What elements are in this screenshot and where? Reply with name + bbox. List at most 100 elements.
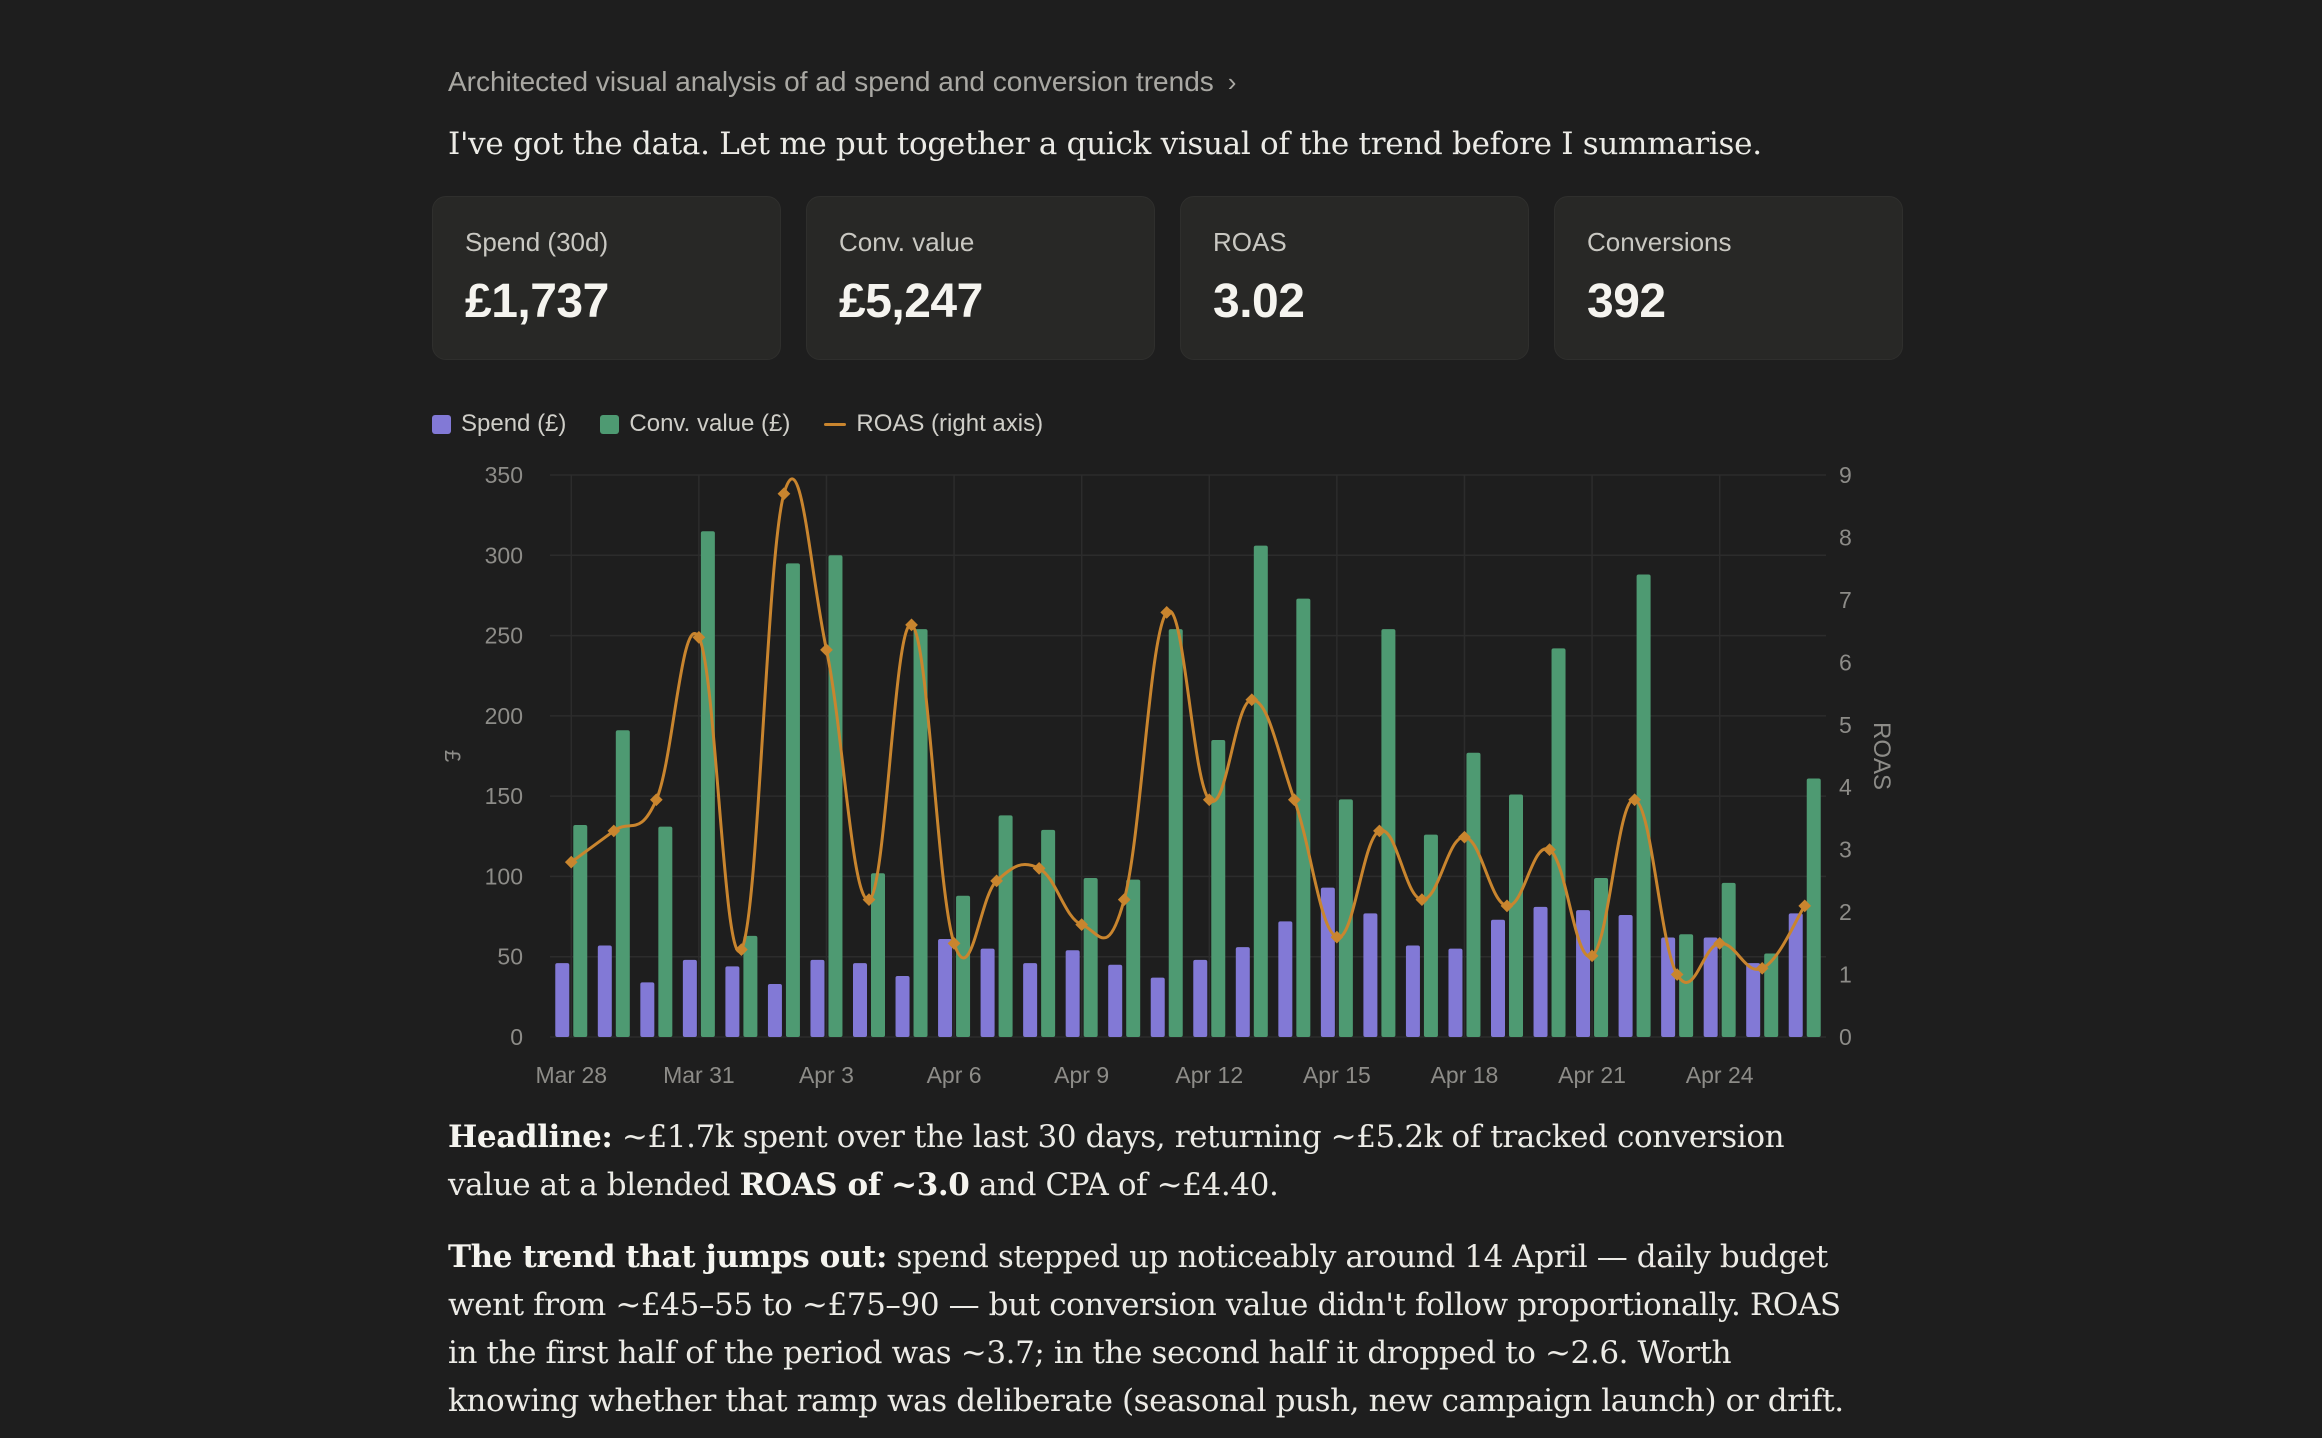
kpi-card-conversions: Conversions 392 (1554, 196, 1903, 360)
bar-spend (1491, 919, 1505, 1037)
bar-conv-value (1721, 882, 1736, 1037)
bar-spend (640, 982, 655, 1037)
bar-spend (1278, 921, 1293, 1037)
kpi-value: 392 (1587, 275, 1666, 328)
chevron-right-icon: › (1227, 66, 1237, 97)
x-tick-label: Apr 12 (1175, 1062, 1243, 1088)
roas-point (1160, 606, 1174, 619)
roas-point (777, 487, 791, 501)
x-tick-label: Apr 21 (1558, 1062, 1626, 1088)
bar-conv-value (1466, 752, 1481, 1037)
y-tick-label: 200 (485, 703, 523, 729)
bar-conv-value (1253, 545, 1268, 1037)
trend-paragraph: The trend that jumps out: spend stepped … (448, 1233, 1848, 1425)
headline-text-2: and CPA of ~£4.40. (969, 1167, 1279, 1203)
trend-text: spend stepped up noticeably around 14 Ap… (448, 1239, 1844, 1419)
y2-tick-label: 5 (1839, 712, 1852, 738)
bar-spend (1576, 910, 1591, 1037)
y-tick-label: 100 (485, 863, 523, 889)
breadcrumb[interactable]: Architected visual analysis of ad spend … (448, 66, 1236, 98)
bar-conv-value (1636, 574, 1651, 1037)
x-tick-label: Apr 15 (1303, 1062, 1371, 1088)
bar-spend (1618, 914, 1633, 1037)
intro-text: I've got the data. Let me put together a… (448, 126, 1762, 162)
bar-spend (597, 945, 612, 1037)
bar-conv-value (1126, 879, 1141, 1037)
kpi-value: £1,737 (465, 275, 609, 328)
kpi-label: Conversions (1587, 227, 1732, 257)
bar-spend (1363, 913, 1378, 1037)
legend-swatch-spend (432, 414, 451, 434)
y2-tick-label: 6 (1839, 649, 1852, 675)
headline-bold-roas: ROAS of ~3.0 (739, 1167, 970, 1203)
headline-text-1: ~£1.7k spent over the last 30 days, retu… (448, 1119, 1785, 1203)
bar-conv-value (785, 563, 800, 1037)
bar-conv-value (1211, 739, 1226, 1037)
y2-tick-label: 1 (1839, 962, 1852, 988)
bar-spend (1405, 945, 1420, 1037)
bar-conv-value (1679, 934, 1694, 1037)
combo-chart: 0 50 100 150 200 250 300 350 0 1 2 3 4 5 6 7 8 9 Mar 28 Mar… (440, 462, 1895, 1088)
legend-label-spend: Spend (£) (461, 410, 567, 437)
bar-conv-value (1806, 778, 1821, 1037)
kpi-card-conv-value: Conv. value £5,247 (806, 196, 1155, 360)
bar-spend (895, 975, 910, 1037)
x-tick-label: Mar 31 (663, 1062, 735, 1088)
bar-conv-value (1338, 799, 1353, 1037)
headline-paragraph: Headline: ~£1.7k spent over the last 30 … (448, 1113, 1848, 1209)
bar-conv-value (956, 895, 971, 1037)
bar-conv-value (700, 531, 715, 1037)
bar-conv-value (1041, 829, 1056, 1037)
x-tick-label: Apr 18 (1431, 1062, 1499, 1088)
bar-conv-value (1083, 878, 1098, 1037)
y2-tick-label: 9 (1839, 462, 1852, 488)
legend-item-spend[interactable]: Spend (£) (432, 410, 566, 438)
bar-spend (1746, 963, 1761, 1037)
bar-spend (1235, 947, 1250, 1037)
trend-lead: The trend that jumps out: (448, 1239, 888, 1275)
x-tick-label: Apr 3 (799, 1062, 854, 1088)
headline-lead: Headline: (448, 1119, 613, 1155)
kpi-card-spend: Spend (30d) £1,737 (432, 196, 781, 360)
bar-conv-value (1551, 648, 1566, 1037)
kpi-value: 3.02 (1213, 275, 1305, 328)
y2-tick-label: 8 (1839, 524, 1852, 550)
bar-conv-value (1296, 598, 1311, 1037)
bar-conv-value (1168, 629, 1183, 1037)
bar-spend (1108, 964, 1123, 1037)
y2-tick-label: 2 (1839, 899, 1852, 925)
kpi-label: ROAS (1213, 227, 1287, 257)
bar-conv-value (998, 815, 1013, 1037)
y-axis-title: £ (440, 750, 465, 762)
bar-conv-value (573, 825, 588, 1037)
bar-spend (980, 948, 995, 1037)
bar-spend (1320, 887, 1335, 1037)
legend-swatch-roas (824, 422, 847, 426)
legend-item-roas[interactable]: ROAS (right axis) (824, 410, 1043, 438)
y2-tick-label: 3 (1839, 837, 1852, 863)
bar-spend (1788, 913, 1803, 1037)
bar-spend (555, 963, 570, 1037)
bar-spend (810, 959, 825, 1037)
bar-spend (1448, 948, 1463, 1037)
y-tick-label: 0 (510, 1024, 523, 1050)
bar-spend (853, 963, 867, 1037)
kpi-label: Spend (30d) (465, 227, 609, 257)
kpi-label: Conv. value (839, 227, 975, 257)
legend-swatch-conv-value (600, 414, 620, 434)
roas-point (649, 793, 663, 807)
x-tick-label: Mar 28 (535, 1062, 607, 1088)
bar-spend (682, 959, 697, 1037)
kpi-value: £5,247 (839, 275, 983, 328)
y2-tick-label: 4 (1839, 774, 1852, 800)
y2-tick-label: 7 (1839, 587, 1852, 613)
kpi-card-roas: ROAS 3.02 (1180, 196, 1529, 360)
bar-spend (725, 966, 740, 1037)
bar-spend (767, 984, 782, 1037)
chart-legend: Spend (£) Conv. value (£) ROAS (right ax… (432, 410, 1043, 438)
bar-spend (1023, 963, 1038, 1037)
legend-item-conv-value[interactable]: Conv. value (£) (600, 410, 790, 438)
bar-conv-value (1509, 794, 1523, 1037)
x-tick-label: Apr 6 (927, 1062, 982, 1088)
bar-spend (1065, 950, 1080, 1037)
